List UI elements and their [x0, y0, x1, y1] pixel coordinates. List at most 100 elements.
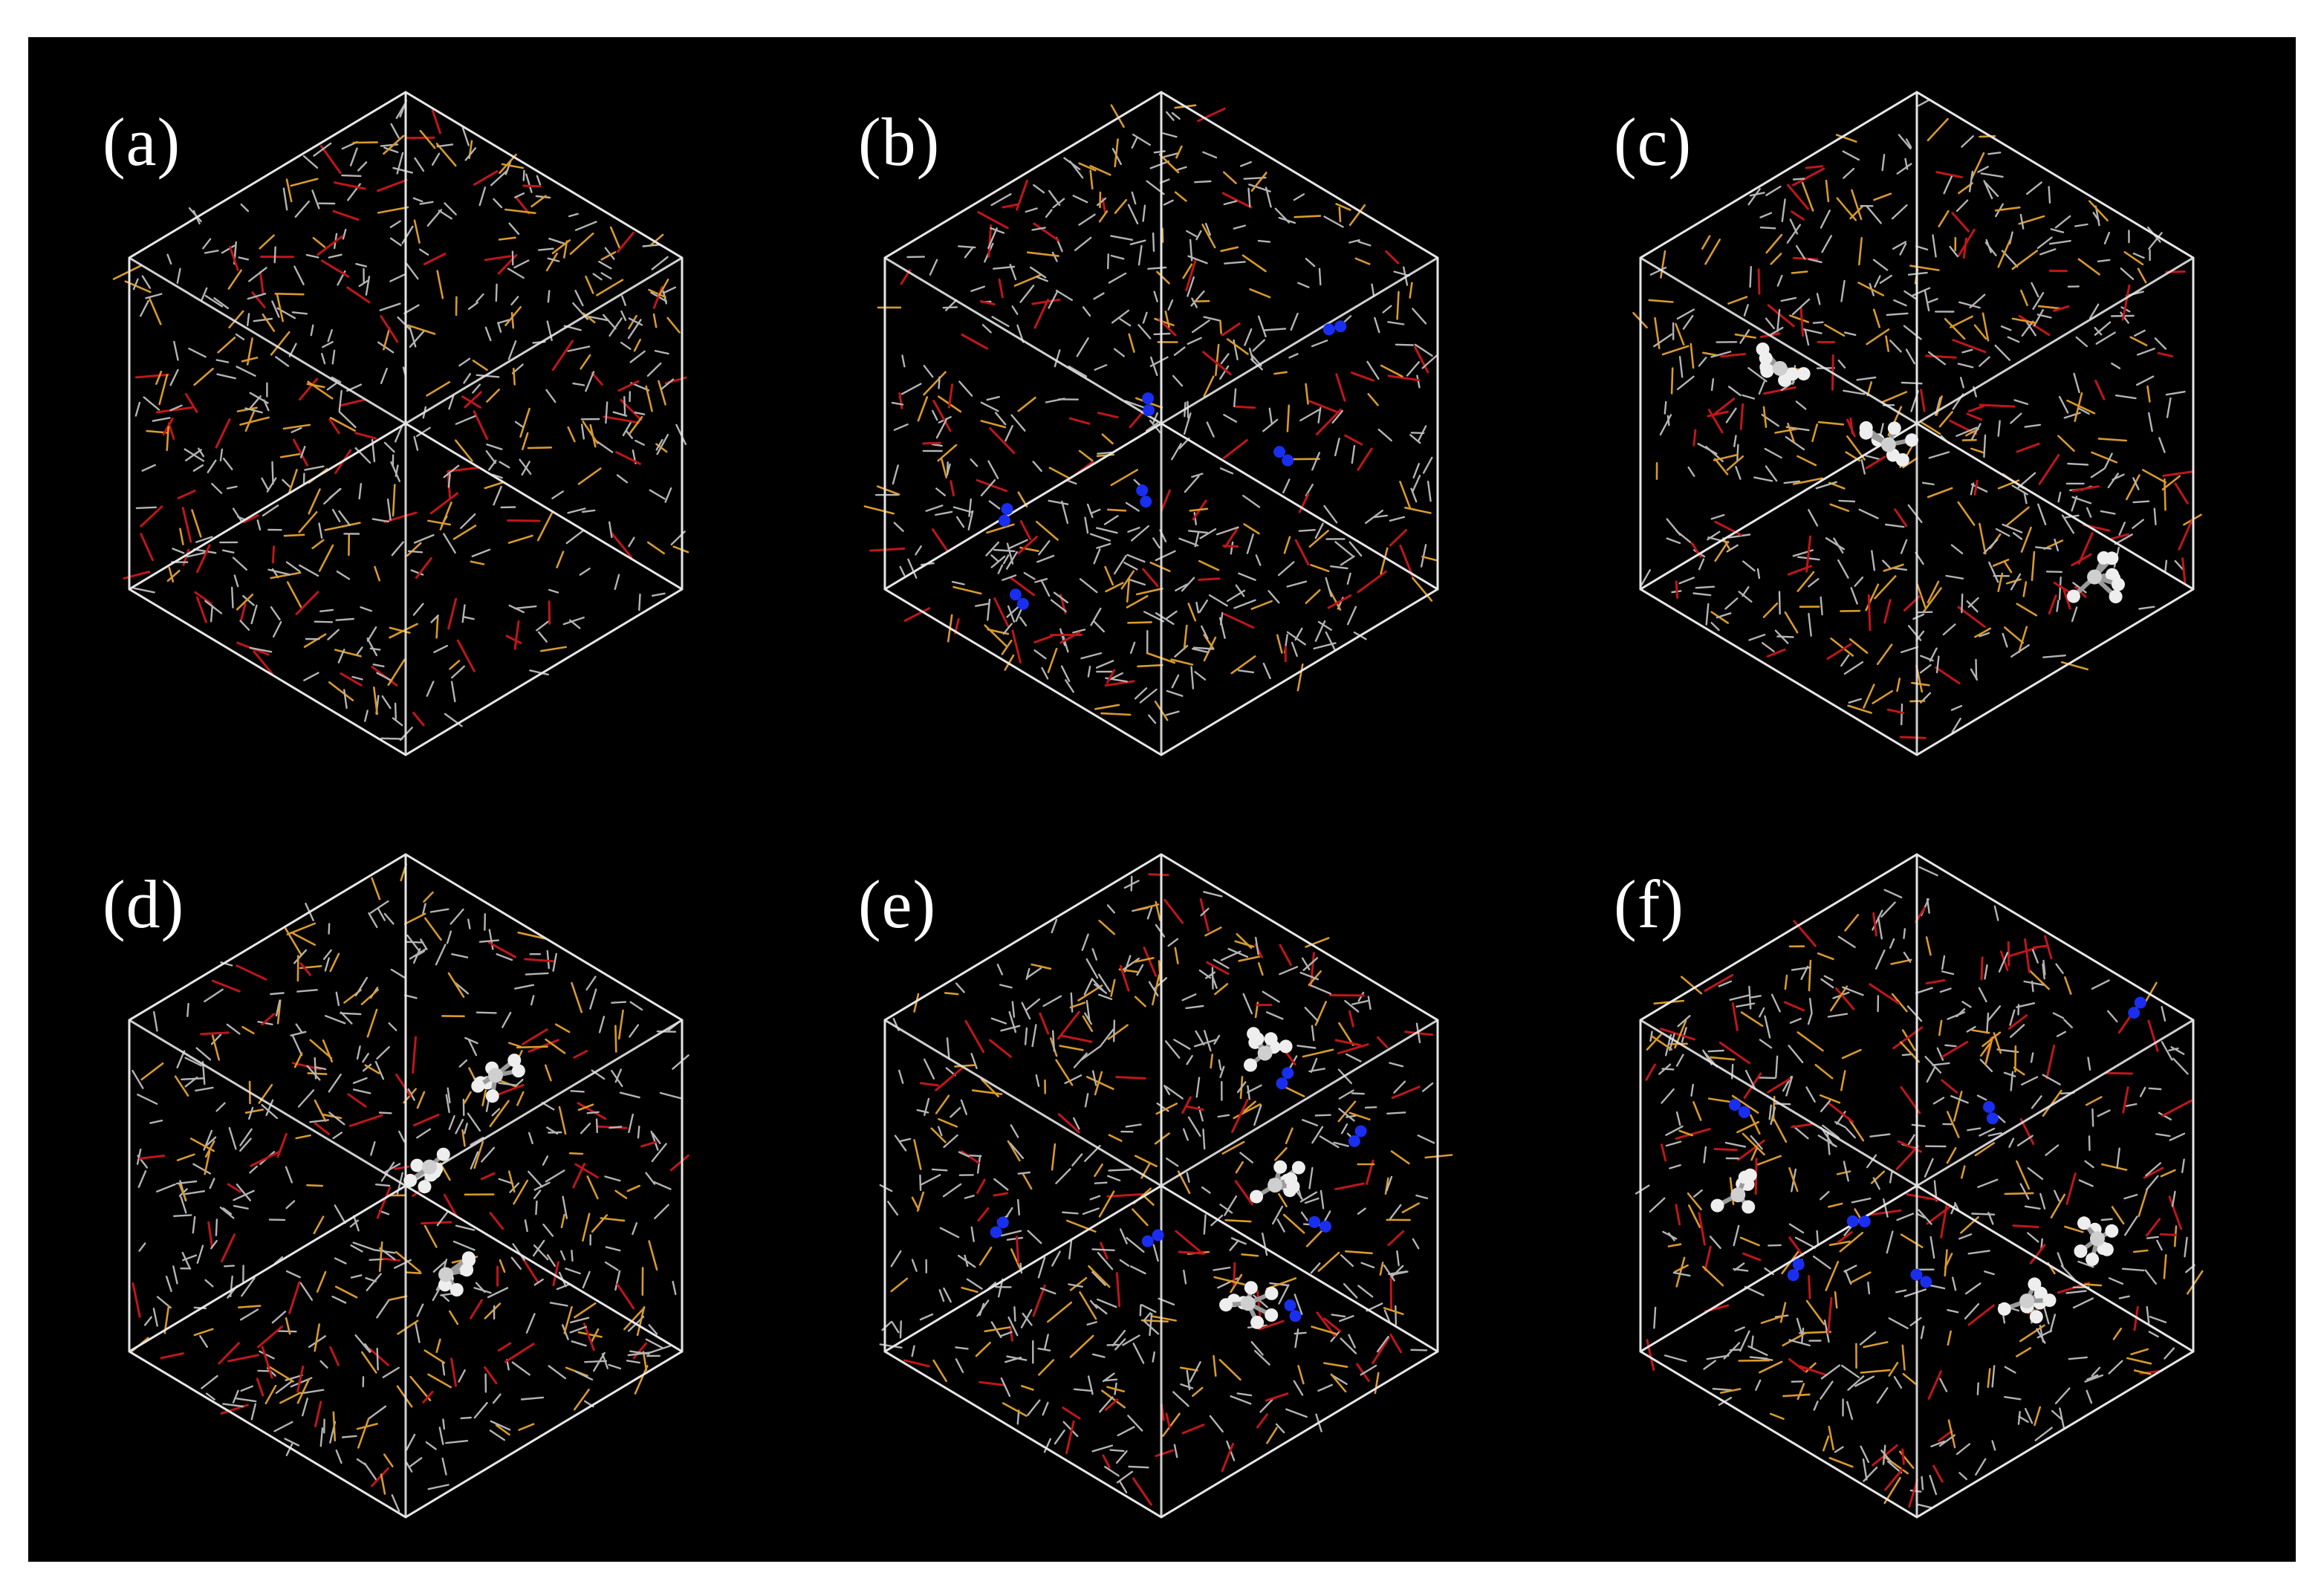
bond — [138, 1242, 146, 1252]
bond — [1180, 1383, 1194, 1389]
bond — [964, 246, 974, 259]
bond — [1724, 1141, 1747, 1148]
bond — [1808, 1275, 1811, 1299]
bond — [1084, 1093, 1089, 1108]
bond — [1272, 1205, 1284, 1225]
bond — [302, 1398, 308, 1417]
bond — [2018, 626, 2028, 654]
bond — [1391, 1085, 1421, 1100]
bond — [2121, 284, 2131, 321]
bond — [987, 227, 998, 250]
bond — [1389, 529, 1408, 547]
bond — [478, 939, 499, 943]
bond — [2148, 1331, 2159, 1338]
bond — [285, 927, 302, 955]
bond — [1846, 1401, 1854, 1421]
bond — [2126, 1103, 2138, 1107]
bond — [2145, 1175, 2159, 1191]
box-hidden-edge — [129, 256, 406, 425]
bond — [1943, 175, 1953, 195]
bond — [1979, 356, 1990, 367]
bond — [1123, 880, 1140, 889]
hc-atom — [1997, 1302, 2011, 1316]
bond — [475, 293, 484, 303]
bond — [1152, 537, 1161, 549]
hydrocarbon-molecule — [1219, 1281, 1279, 1329]
bond — [645, 385, 653, 412]
bond — [240, 603, 247, 621]
bond — [504, 208, 536, 215]
box-hidden-edge — [1161, 256, 1438, 425]
bond — [1883, 889, 1903, 899]
bond — [1665, 1140, 1682, 1147]
bond — [194, 591, 212, 605]
bond — [518, 1423, 535, 1431]
bond — [1337, 1043, 1369, 1055]
simulation-box-e — [879, 853, 1453, 1519]
bond — [1346, 1053, 1362, 1062]
simulation-box-b — [863, 91, 1439, 756]
bond — [322, 1039, 334, 1063]
bond — [1115, 1450, 1128, 1464]
bond — [1302, 1119, 1318, 1126]
bond — [188, 348, 207, 358]
bond — [1718, 1042, 1750, 1065]
bond — [1235, 405, 1256, 409]
bond — [1096, 527, 1118, 534]
bond — [2086, 507, 2092, 518]
bond — [1765, 465, 1778, 482]
bond — [1127, 1415, 1143, 1432]
bond — [448, 1310, 459, 1325]
bond — [1710, 378, 1715, 392]
bond — [1007, 1317, 1019, 1337]
bond — [1219, 467, 1234, 475]
bond — [2116, 1147, 2120, 1169]
bond — [893, 423, 909, 431]
bond — [222, 1207, 233, 1216]
box-inner-edge — [884, 422, 1162, 591]
bond — [1823, 1320, 1830, 1343]
bond — [1834, 1291, 1838, 1309]
bond — [1792, 167, 1825, 186]
bond — [1876, 1387, 1889, 1404]
bond — [998, 278, 1004, 299]
bond — [538, 247, 554, 251]
bond — [282, 187, 288, 211]
bond — [1840, 279, 1846, 302]
bond — [282, 478, 291, 488]
bond — [582, 1213, 591, 1242]
bond — [1055, 289, 1073, 302]
bond — [1094, 364, 1108, 371]
bond — [328, 1074, 342, 1093]
bond — [1718, 980, 1733, 987]
hc-atom — [2074, 1244, 2088, 1258]
bond — [2067, 462, 2089, 466]
bond — [1107, 253, 1109, 270]
bond — [239, 1308, 259, 1321]
bond — [1377, 429, 1392, 442]
bond — [1262, 662, 1271, 680]
bond — [2063, 1019, 2073, 1028]
bond — [256, 519, 262, 530]
bond — [259, 234, 275, 250]
bond — [1941, 970, 1955, 976]
bond — [1204, 1030, 1212, 1052]
bond — [646, 541, 666, 555]
bond — [1099, 1028, 1114, 1048]
bond — [2162, 470, 2195, 477]
bond — [1092, 1070, 1097, 1086]
bond — [184, 1057, 202, 1067]
bond — [366, 637, 378, 657]
bond — [1285, 1127, 1294, 1145]
bond — [1172, 374, 1184, 387]
bond — [1947, 1309, 1959, 1314]
bond — [1399, 481, 1412, 510]
bond — [123, 571, 151, 580]
bond — [495, 283, 498, 302]
bond — [2059, 396, 2069, 414]
bond — [1230, 1237, 1247, 1245]
bond — [1417, 425, 1427, 443]
bond — [293, 265, 305, 285]
bond — [669, 1154, 689, 1172]
bond — [930, 1127, 947, 1143]
